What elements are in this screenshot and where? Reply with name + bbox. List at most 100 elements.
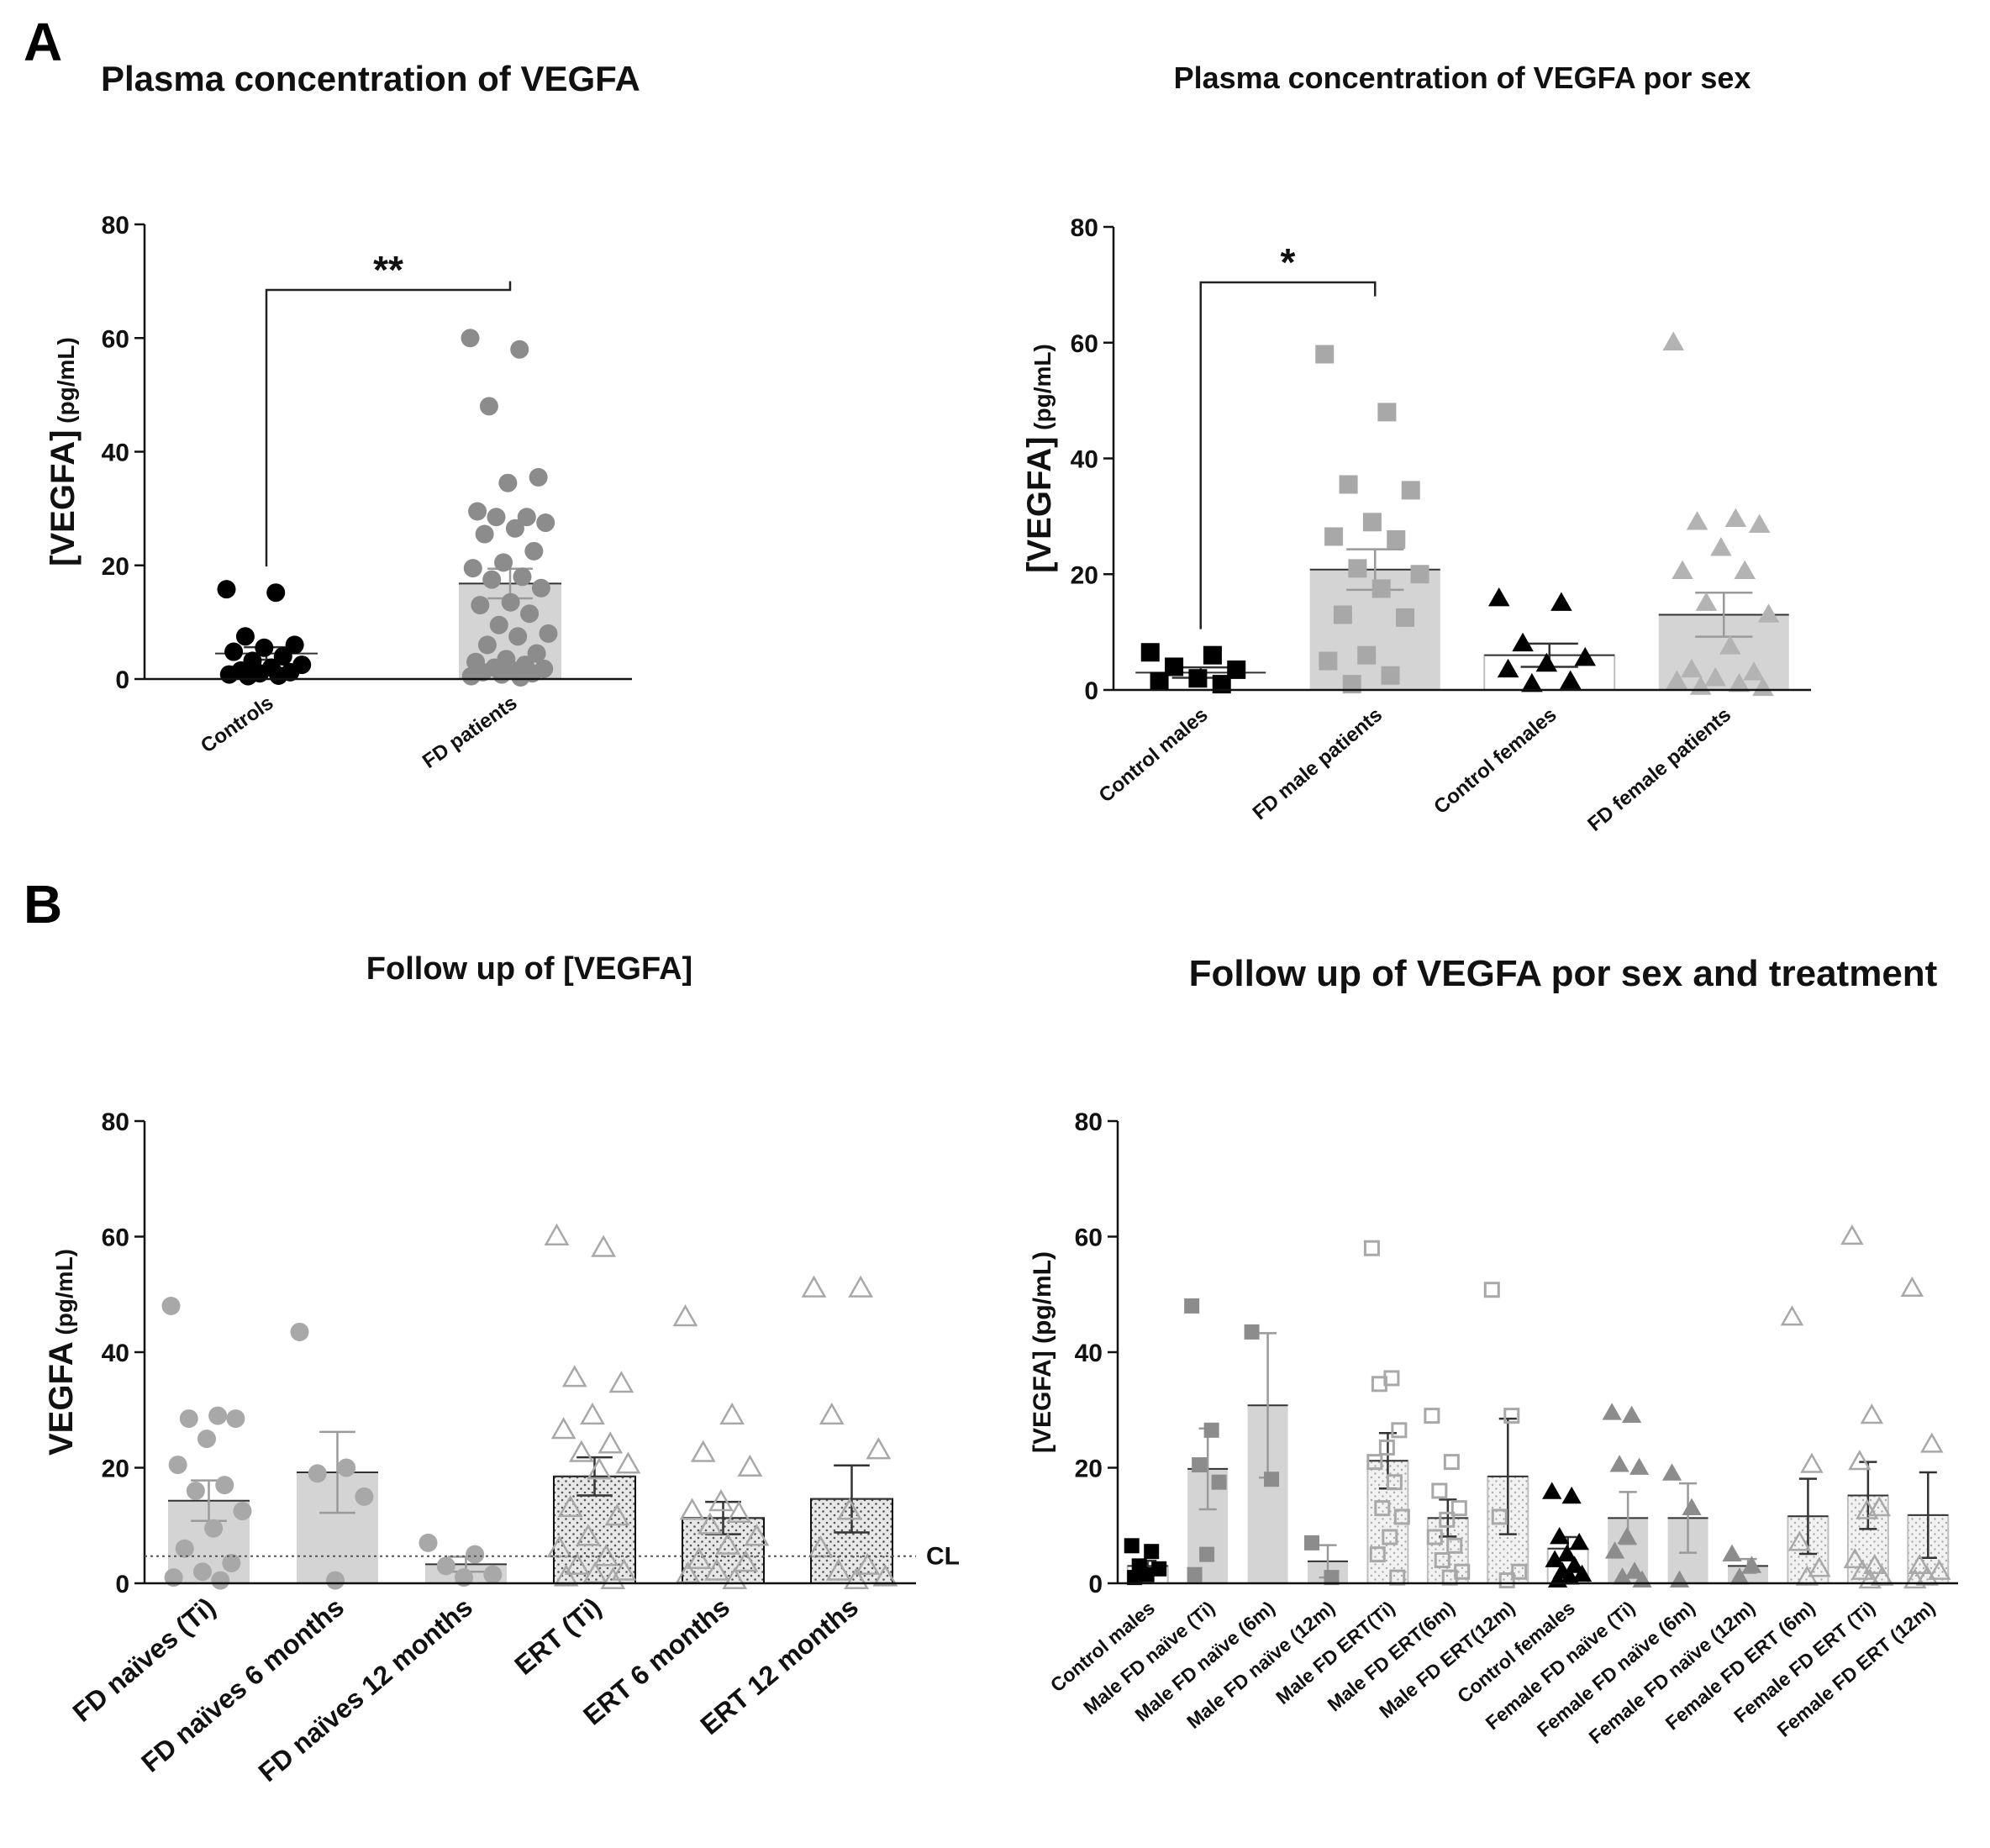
data-point xyxy=(598,1431,624,1454)
data-point xyxy=(580,1402,605,1425)
data-point xyxy=(337,1458,356,1477)
data-point xyxy=(722,1566,748,1590)
data-point xyxy=(553,1564,579,1587)
data-point xyxy=(708,1489,734,1512)
data-point xyxy=(1915,1565,1939,1586)
data-point xyxy=(168,1456,187,1475)
data-point xyxy=(192,1562,212,1582)
data-point xyxy=(461,666,481,686)
data-point xyxy=(587,1457,613,1480)
y-axis-label-main: [VEGFA] (pg/mL) xyxy=(1029,1251,1056,1453)
y-tick-label: 60 xyxy=(1075,1224,1103,1252)
data-point xyxy=(726,1500,752,1523)
y-tick-label: 60 xyxy=(102,1224,129,1252)
data-point xyxy=(733,1550,759,1572)
data-point xyxy=(1450,1500,1467,1517)
data-point xyxy=(1920,1432,1944,1453)
data-point xyxy=(255,638,274,657)
data-point xyxy=(308,1464,327,1483)
significance-label: ** xyxy=(373,248,403,292)
data-point xyxy=(1662,331,1685,350)
data-point xyxy=(1387,529,1406,549)
data-point xyxy=(1139,1566,1155,1582)
data-point xyxy=(1545,1550,1565,1567)
data-point xyxy=(468,502,487,521)
data-point xyxy=(355,1487,374,1506)
data-point xyxy=(568,1440,594,1462)
data-point xyxy=(1410,565,1429,584)
category-label: FD male patients xyxy=(1249,703,1387,824)
data-point xyxy=(1741,1556,1762,1573)
y-axis-label: [VEGFA] (pg/mL) xyxy=(45,337,82,566)
data-point xyxy=(679,1498,705,1520)
data-point xyxy=(531,578,550,598)
data-point xyxy=(1686,511,1708,530)
data-point xyxy=(527,644,546,663)
y-tick-label: 20 xyxy=(102,1456,129,1483)
y-tick-label: 0 xyxy=(115,666,129,694)
data-point xyxy=(1695,592,1718,611)
data-point xyxy=(1682,1498,1702,1516)
data-point xyxy=(1333,605,1352,624)
data-point xyxy=(487,508,506,527)
data-point xyxy=(1264,1472,1280,1487)
data-point xyxy=(517,508,536,527)
data-point xyxy=(1503,1408,1520,1424)
data-point xyxy=(219,665,239,684)
data-point xyxy=(1863,1553,1887,1575)
data-point xyxy=(1870,1565,1894,1586)
data-point xyxy=(471,596,490,615)
data-point xyxy=(179,1409,198,1429)
data-point xyxy=(1150,671,1169,691)
data-point xyxy=(1371,579,1391,598)
data-point xyxy=(1203,1422,1219,1438)
data-point xyxy=(1858,1568,1882,1589)
y-tick-label: 0 xyxy=(1084,677,1098,705)
data-point xyxy=(1734,560,1756,580)
data-point xyxy=(1757,603,1780,623)
data-point xyxy=(479,397,498,416)
data-point xyxy=(604,1503,630,1526)
data-point xyxy=(1401,481,1420,500)
data-point xyxy=(1211,1474,1227,1490)
data-point xyxy=(1439,1511,1456,1528)
data-point xyxy=(222,1553,241,1572)
data-point xyxy=(1446,1537,1463,1554)
data-point xyxy=(1850,1559,1875,1580)
data-point xyxy=(1319,651,1338,671)
data-point xyxy=(1560,1567,1580,1585)
data-point xyxy=(235,627,255,646)
data-point xyxy=(564,1552,590,1575)
data-point xyxy=(1443,1454,1460,1471)
data-point xyxy=(1381,666,1400,685)
data-point xyxy=(1212,675,1231,694)
chart-c4: Follow up of VEGFA por sex and treatment… xyxy=(1029,953,1958,1748)
y-tick-label: 60 xyxy=(102,325,129,353)
data-point xyxy=(808,1535,834,1558)
data-point xyxy=(285,635,304,655)
data-point xyxy=(1324,1570,1340,1586)
data-point xyxy=(1729,1567,1750,1585)
data-point xyxy=(855,1552,881,1575)
data-point xyxy=(1612,1567,1633,1585)
data-point xyxy=(1569,1532,1589,1551)
data-point xyxy=(1535,652,1558,672)
y-tick-label: 40 xyxy=(102,1340,129,1367)
data-point xyxy=(872,1564,898,1587)
data-point xyxy=(744,1524,770,1546)
data-point xyxy=(1722,1544,1742,1562)
y-axis-label: [VEGFA] (pg/mL) xyxy=(1021,344,1058,573)
data-point xyxy=(520,604,540,624)
data-point xyxy=(197,1429,216,1449)
data-point xyxy=(494,553,513,572)
data-point xyxy=(1363,1240,1380,1256)
y-axis-label: [VEGFA] (pg/mL) xyxy=(1029,1251,1056,1453)
y-axis-label-unit: (pg/mL) xyxy=(51,1249,77,1341)
panel-letter-a: A xyxy=(24,12,62,72)
data-point xyxy=(1362,513,1382,532)
y-tick-label: 40 xyxy=(1075,1340,1103,1367)
y-axis-label-unit: (pg/mL) xyxy=(53,337,79,429)
data-point xyxy=(1498,1572,1515,1589)
data-point xyxy=(1483,1282,1500,1298)
data-point xyxy=(686,1546,712,1569)
